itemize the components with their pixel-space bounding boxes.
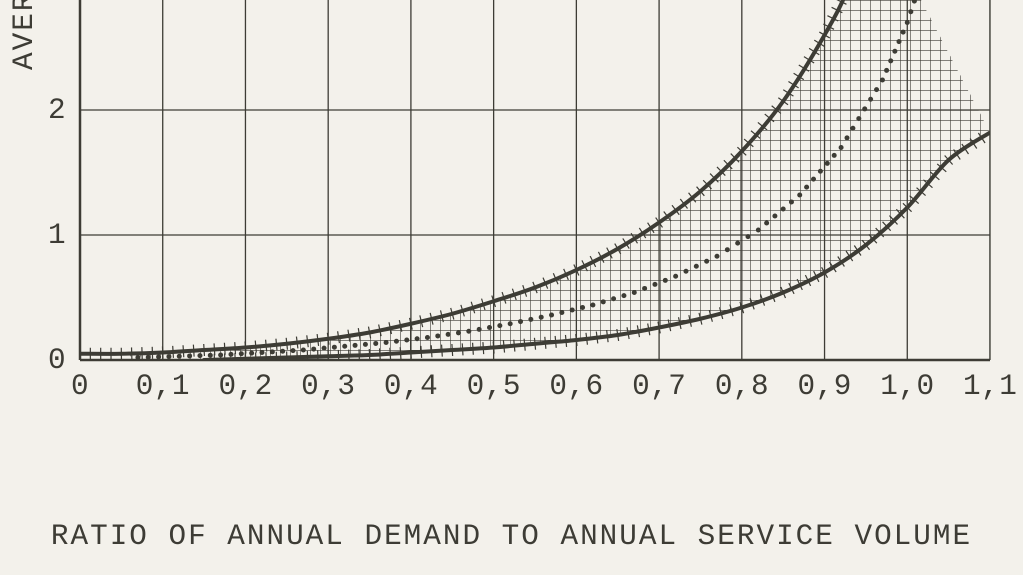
x-tick-label: 0,5 — [467, 370, 521, 403]
x-tick-label: 0,6 — [549, 370, 603, 403]
x-tick-label: 1,1 — [963, 370, 1017, 403]
x-tick-label: 0,2 — [218, 370, 272, 403]
y-tick-label: 2 — [48, 94, 66, 127]
x-tick-label: 0,9 — [798, 370, 852, 403]
figure: AVERAGE RATIO OF ANNUAL DEMAND TO ANNUAL… — [0, 0, 1023, 575]
x-tick-label: 0,8 — [715, 370, 769, 403]
x-axis-label: RATIO OF ANNUAL DEMAND TO ANNUAL SERVICE… — [0, 520, 1023, 553]
x-tick-label: 1,0 — [880, 370, 934, 403]
x-tick-label: 0,7 — [632, 370, 686, 403]
y-tick-label: 3 — [48, 0, 66, 2]
x-tick-label: 0,1 — [136, 370, 190, 403]
y-axis-label: AVERAGE — [8, 0, 41, 70]
chart-svg — [0, 0, 1023, 575]
y-tick-label: 0 — [48, 344, 66, 377]
x-tick-label: 0 — [71, 370, 89, 403]
x-tick-label: 0,4 — [384, 370, 438, 403]
uncertainty-band — [80, 0, 990, 360]
y-tick-label: 1 — [48, 219, 66, 252]
x-tick-label: 0,3 — [301, 370, 355, 403]
